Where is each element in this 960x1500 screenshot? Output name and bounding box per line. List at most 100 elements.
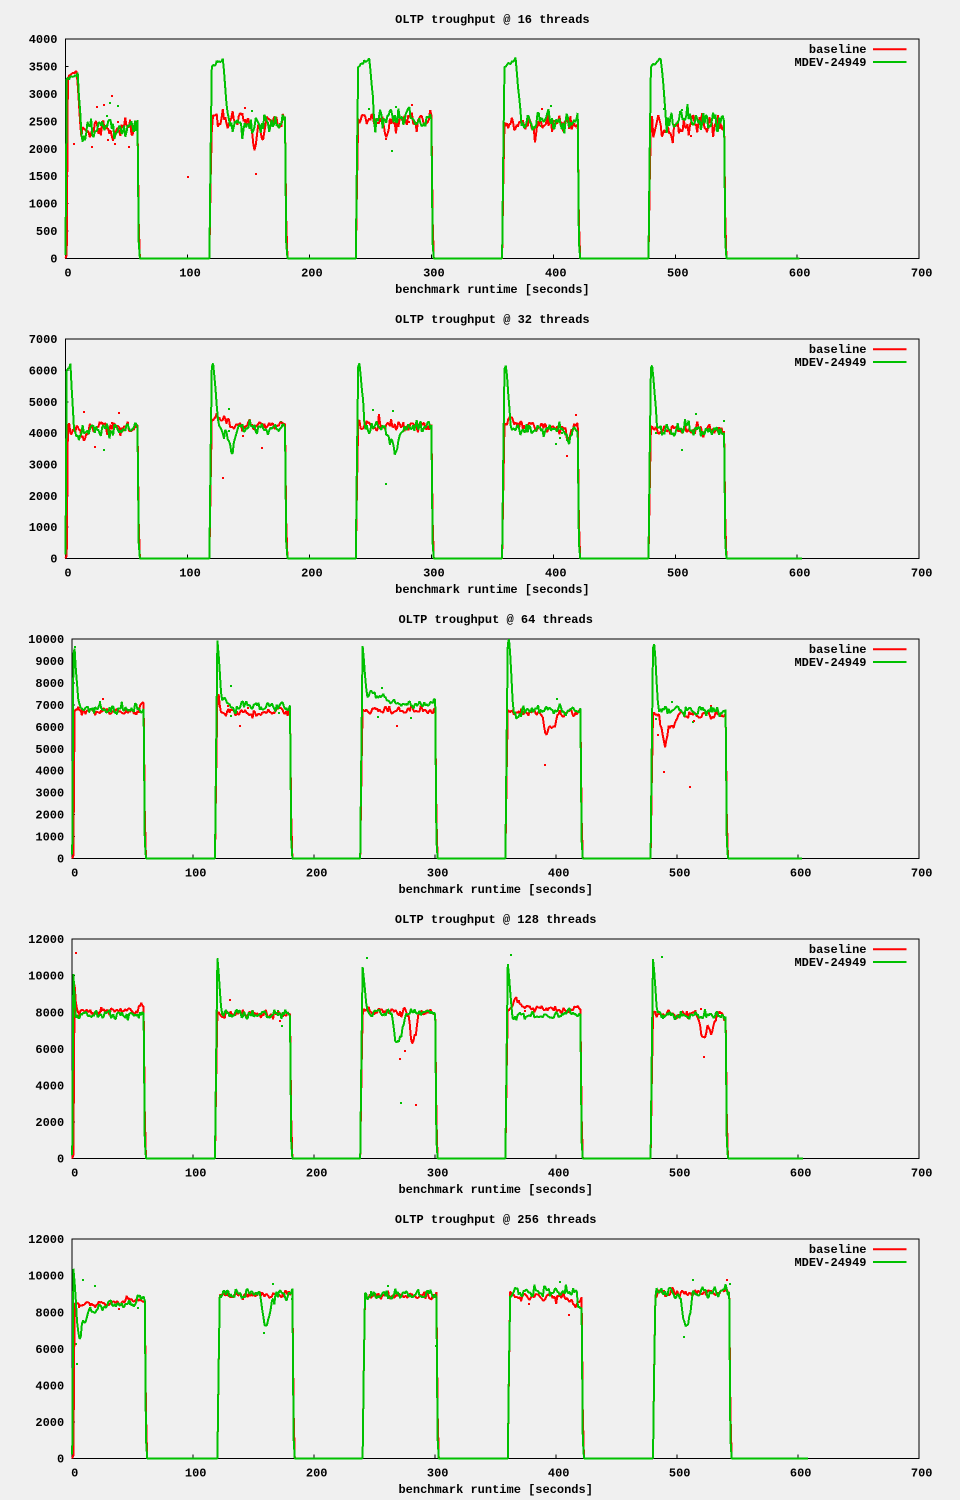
- svg-text:8000: 8000: [35, 1006, 64, 1020]
- svg-text:2000: 2000: [29, 490, 58, 504]
- svg-text:400: 400: [548, 866, 570, 880]
- svg-text:6000: 6000: [35, 721, 64, 735]
- svg-text:200: 200: [306, 866, 328, 880]
- svg-text:700: 700: [911, 266, 933, 280]
- svg-text:12000: 12000: [28, 1233, 64, 1247]
- svg-text:4000: 4000: [35, 1079, 64, 1093]
- svg-text:OLTP troughput @ 64 threads: OLTP troughput @ 64 threads: [398, 613, 592, 627]
- svg-text:MDEV-24949: MDEV-24949: [794, 56, 866, 70]
- svg-text:baseline: baseline: [809, 643, 867, 657]
- svg-text:500: 500: [667, 266, 689, 280]
- svg-text:300: 300: [427, 866, 449, 880]
- svg-text:500: 500: [667, 566, 689, 580]
- svg-text:10000: 10000: [28, 970, 64, 984]
- svg-text:300: 300: [423, 566, 445, 580]
- svg-text:6000: 6000: [35, 1343, 64, 1357]
- svg-text:3000: 3000: [29, 88, 58, 102]
- svg-text:baseline: baseline: [809, 1243, 867, 1257]
- svg-text:2000: 2000: [35, 1116, 64, 1130]
- svg-text:1500: 1500: [29, 170, 58, 184]
- svg-text:300: 300: [427, 1466, 449, 1480]
- svg-text:500: 500: [669, 1466, 691, 1480]
- svg-text:4000: 4000: [29, 33, 58, 47]
- svg-text:OLTP troughput @ 16 threads: OLTP troughput @ 16 threads: [395, 13, 589, 27]
- svg-text:700: 700: [911, 566, 933, 580]
- svg-text:5000: 5000: [29, 396, 58, 410]
- svg-text:1000: 1000: [29, 521, 58, 535]
- svg-text:600: 600: [790, 1466, 812, 1480]
- svg-text:1000: 1000: [35, 831, 64, 845]
- svg-text:6000: 6000: [29, 365, 58, 379]
- svg-text:0: 0: [64, 566, 71, 580]
- svg-text:benchmark runtime [seconds]: benchmark runtime [seconds]: [398, 1483, 592, 1497]
- svg-text:3500: 3500: [29, 61, 58, 75]
- svg-text:OLTP troughput @ 256 threads: OLTP troughput @ 256 threads: [395, 1213, 597, 1227]
- svg-text:benchmark runtime [seconds]: benchmark runtime [seconds]: [395, 583, 589, 597]
- svg-text:OLTP troughput @ 32 threads: OLTP troughput @ 32 threads: [395, 313, 589, 327]
- svg-text:2500: 2500: [29, 115, 58, 129]
- svg-text:700: 700: [911, 1466, 933, 1480]
- svg-text:200: 200: [301, 566, 323, 580]
- svg-text:500: 500: [669, 866, 691, 880]
- svg-text:MDEV-24949: MDEV-24949: [794, 656, 866, 670]
- svg-text:2000: 2000: [35, 1416, 64, 1430]
- svg-text:400: 400: [548, 1466, 570, 1480]
- svg-text:0: 0: [57, 1152, 64, 1166]
- svg-text:0: 0: [71, 866, 78, 880]
- svg-text:500: 500: [669, 1166, 691, 1180]
- svg-text:4000: 4000: [29, 427, 58, 441]
- svg-text:2000: 2000: [29, 143, 58, 157]
- svg-text:4000: 4000: [35, 1379, 64, 1393]
- svg-text:benchmark runtime [seconds]: benchmark runtime [seconds]: [398, 883, 592, 897]
- svg-text:12000: 12000: [28, 933, 64, 947]
- svg-text:benchmark runtime [seconds]: benchmark runtime [seconds]: [395, 283, 589, 297]
- svg-text:600: 600: [789, 566, 811, 580]
- svg-text:10000: 10000: [28, 633, 64, 647]
- svg-text:0: 0: [71, 1466, 78, 1480]
- svg-text:4000: 4000: [35, 765, 64, 779]
- svg-text:600: 600: [789, 266, 811, 280]
- svg-text:200: 200: [301, 266, 323, 280]
- svg-text:200: 200: [306, 1166, 328, 1180]
- svg-text:100: 100: [185, 1166, 207, 1180]
- svg-text:100: 100: [185, 1466, 207, 1480]
- svg-text:100: 100: [185, 866, 207, 880]
- svg-text:600: 600: [790, 866, 812, 880]
- svg-text:7000: 7000: [35, 699, 64, 713]
- svg-text:300: 300: [427, 1166, 449, 1180]
- svg-text:MDEV-24949: MDEV-24949: [794, 956, 866, 970]
- svg-text:9000: 9000: [35, 655, 64, 669]
- svg-text:3000: 3000: [29, 459, 58, 473]
- svg-text:8000: 8000: [35, 677, 64, 691]
- svg-text:7000: 7000: [29, 333, 58, 347]
- svg-text:OLTP troughput @ 128 threads: OLTP troughput @ 128 threads: [395, 913, 597, 927]
- svg-text:0: 0: [71, 1166, 78, 1180]
- svg-text:3000: 3000: [35, 787, 64, 801]
- svg-text:8000: 8000: [35, 1306, 64, 1320]
- svg-text:400: 400: [545, 566, 567, 580]
- svg-text:700: 700: [911, 1166, 933, 1180]
- svg-text:MDEV-24949: MDEV-24949: [794, 1256, 866, 1270]
- svg-text:baseline: baseline: [809, 943, 867, 957]
- svg-text:2000: 2000: [35, 809, 64, 823]
- svg-text:0: 0: [57, 852, 64, 866]
- svg-text:6000: 6000: [35, 1043, 64, 1057]
- svg-text:0: 0: [64, 266, 71, 280]
- svg-text:baseline: baseline: [809, 43, 867, 57]
- svg-text:MDEV-24949: MDEV-24949: [794, 356, 866, 370]
- svg-text:0: 0: [50, 552, 57, 566]
- svg-text:300: 300: [423, 266, 445, 280]
- svg-text:5000: 5000: [35, 743, 64, 757]
- svg-text:500: 500: [36, 225, 58, 239]
- svg-text:0: 0: [57, 1452, 64, 1466]
- svg-text:400: 400: [545, 266, 567, 280]
- svg-text:1000: 1000: [29, 198, 58, 212]
- svg-text:10000: 10000: [28, 1270, 64, 1284]
- svg-text:700: 700: [911, 866, 933, 880]
- svg-text:baseline: baseline: [809, 343, 867, 357]
- svg-text:100: 100: [179, 566, 201, 580]
- svg-text:600: 600: [790, 1166, 812, 1180]
- svg-text:benchmark runtime [seconds]: benchmark runtime [seconds]: [398, 1183, 592, 1197]
- svg-text:100: 100: [179, 266, 201, 280]
- svg-text:200: 200: [306, 1466, 328, 1480]
